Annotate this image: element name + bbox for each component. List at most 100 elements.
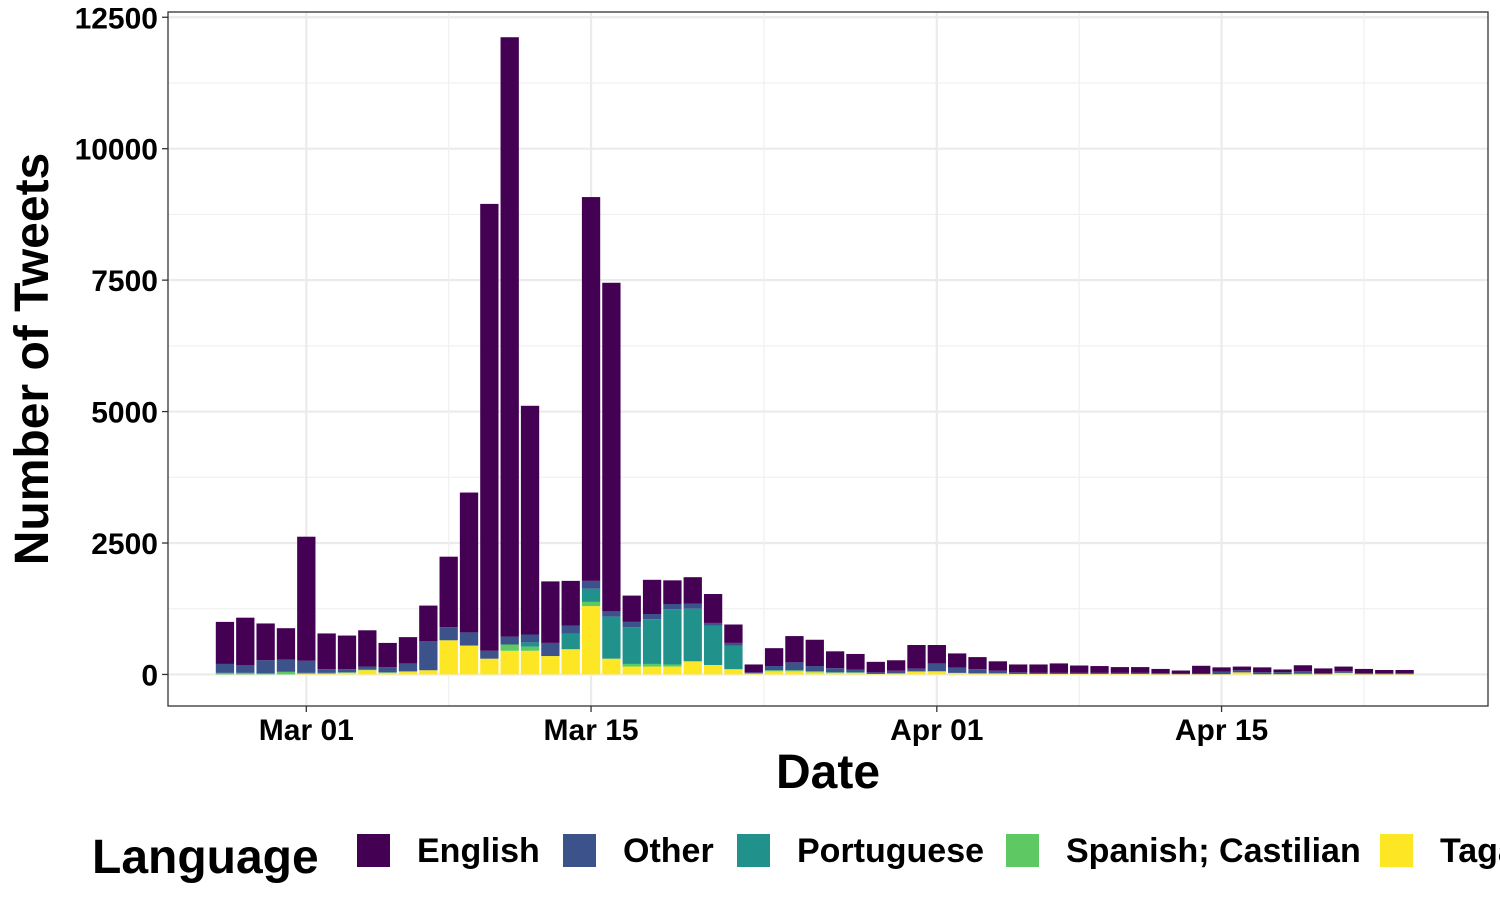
legend-label: Spanish; Castilian [1066, 832, 1361, 870]
bar-segment [764, 671, 784, 675]
bar-segment [1131, 673, 1150, 675]
bar-segment [663, 664, 682, 667]
bar-segment [907, 671, 926, 675]
bar-segment [297, 660, 316, 673]
bar-segment [622, 627, 641, 664]
bar-segment [541, 656, 560, 675]
bar-segment [1192, 674, 1211, 675]
bar-segment [378, 642, 397, 668]
bar-segment [642, 619, 662, 664]
bar-segment [907, 671, 926, 672]
bar-segment [1090, 673, 1109, 675]
bar-segment [642, 579, 662, 614]
bar-segment [1334, 666, 1353, 672]
y-tick-label: 12500 [75, 2, 158, 35]
bar-segment [663, 580, 682, 605]
legend-key [357, 834, 390, 867]
bar-segment [500, 650, 519, 675]
legend-key [1006, 834, 1039, 867]
bar-segment [1293, 671, 1313, 674]
bar-segment [927, 663, 946, 672]
legend-label: Other [623, 832, 714, 870]
bar-segment [907, 645, 926, 669]
bar-segment [948, 667, 967, 673]
legend-key [563, 834, 596, 867]
legend-label: Portuguese [797, 832, 984, 870]
bar-segment [1314, 673, 1333, 675]
legend-label: English [417, 832, 540, 870]
bar-segment [663, 666, 682, 675]
bar-segment [1395, 674, 1414, 675]
bar-segment [581, 580, 601, 589]
bar-segment [642, 613, 662, 620]
bar-segment [1049, 672, 1068, 674]
x-tick-label: Mar 15 [544, 714, 639, 747]
bar-segment [703, 625, 723, 665]
bar-segment [622, 666, 641, 675]
bar-segment [1090, 666, 1109, 673]
bar-segment [805, 666, 824, 672]
bar-segment [1232, 670, 1252, 673]
bar-segment [948, 672, 967, 675]
bar-segment [1253, 667, 1272, 673]
bar-segment [459, 492, 479, 633]
bar-segment [1273, 669, 1292, 673]
y-tick-label: 5000 [91, 397, 158, 430]
bar-segment [1212, 667, 1231, 672]
bar-segment [1029, 672, 1048, 674]
bar-segment [581, 606, 601, 675]
bar-segment [1395, 673, 1414, 675]
bar-segment [785, 670, 804, 672]
bar-segment [581, 588, 601, 602]
y-tick-label: 0 [141, 659, 158, 692]
bar-segment [1354, 668, 1374, 674]
bar-segment [1049, 673, 1068, 675]
bar-segment [297, 672, 316, 674]
bar-segment [724, 669, 743, 675]
bar-segment [1070, 672, 1089, 674]
bar-segment [1334, 671, 1353, 673]
bar-segment [1375, 674, 1394, 675]
bar-segment [337, 635, 357, 670]
bar-segment [1110, 673, 1130, 675]
bar-segment [439, 556, 458, 628]
bar-segment [459, 632, 479, 646]
bar-segment [439, 627, 458, 641]
bar-segment [927, 671, 946, 675]
bar-segment [1212, 671, 1231, 675]
bar-segment [500, 644, 519, 651]
bar-segment [988, 661, 1007, 671]
bar-segment [541, 581, 560, 643]
bar-segment [602, 282, 621, 612]
bar-segment [1232, 666, 1252, 671]
x-axis-ticks: Mar 01 Mar 15 Apr 01 Apr 15 [259, 706, 1268, 747]
bar-segment [683, 603, 702, 609]
bar-segment [419, 605, 438, 642]
bar-segment [276, 659, 296, 672]
bar-segment [642, 666, 662, 675]
bar-segment [317, 633, 336, 670]
bar-segment [622, 595, 641, 622]
bar-segment [1009, 673, 1028, 675]
bar-segment [968, 673, 987, 675]
bar-segment [541, 642, 560, 657]
bar-segment [358, 670, 377, 675]
bar-segment [907, 668, 926, 672]
legend-label: Tagalog [1440, 832, 1500, 870]
bar-segment [724, 642, 743, 646]
bar-segment [663, 604, 682, 610]
bar-segment [1395, 669, 1414, 674]
bars [215, 37, 1414, 675]
bar-segment [337, 669, 357, 673]
bar-segment [398, 671, 418, 672]
bar-segment [968, 669, 987, 674]
bar-segment [1049, 663, 1068, 673]
bar-segment [968, 657, 987, 670]
bar-segment [398, 671, 418, 675]
bar-segment [1375, 673, 1394, 675]
bar-segment [500, 37, 519, 637]
bar-segment [1314, 668, 1333, 674]
bar-segment [561, 649, 580, 675]
bar-segment [561, 580, 580, 626]
